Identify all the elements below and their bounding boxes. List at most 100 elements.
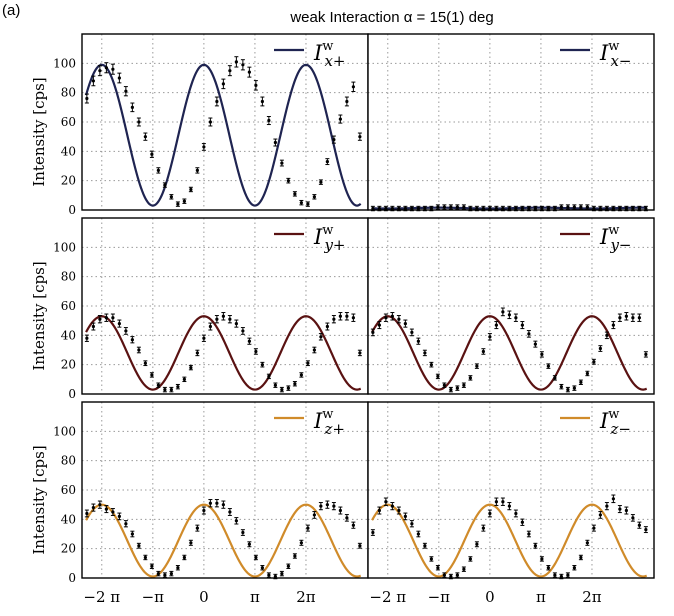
data-marker [267,374,271,378]
data-point [305,360,310,367]
data-point [351,521,356,529]
data-point [188,186,193,193]
data-point [461,204,466,210]
data-marker [624,508,628,513]
panel-6: −2 π −π 0 π 2π Iw z− [367,401,655,606]
fit-curve [371,315,648,391]
data-marker [416,532,420,536]
data-marker [332,504,336,508]
data-marker [247,542,251,546]
data-marker [228,317,232,321]
data-marker [163,573,167,577]
data-point [572,385,577,391]
data-marker [267,118,271,123]
data-point [377,321,382,330]
legend: Iw y+ [274,223,345,254]
legend-subscript: z− [609,420,630,438]
data-point [494,497,499,506]
data-marker [202,145,206,149]
data-point [611,321,616,330]
data-point [247,337,252,345]
data-point [604,502,609,511]
legend-symbol: I [313,41,323,65]
data-point [442,204,447,210]
data-point [539,556,544,562]
data-marker [377,508,381,513]
data-marker [221,82,225,86]
data-marker [338,117,342,121]
data-marker [241,530,245,535]
data-marker [338,314,342,318]
data-point [500,497,505,506]
data-marker [293,382,297,386]
data-point [546,363,551,369]
fit-curve [371,503,648,578]
data-point [546,565,551,571]
data-marker [221,314,225,318]
data-marker [150,564,154,568]
data-point [208,499,213,508]
fit-curve [85,63,362,207]
data-marker [553,376,557,380]
data-marker [202,336,206,340]
data-point [396,315,401,324]
legend-subscript: y+ [323,236,345,254]
data-point [84,509,89,518]
data-marker [598,513,602,517]
data-point [123,520,128,528]
data-marker [195,526,199,530]
data-marker [156,383,160,387]
data-marker [163,388,167,392]
data-marker [371,530,375,535]
data-marker [306,526,310,530]
y-tick-label: 60 [61,115,76,129]
data-point [123,86,128,97]
data-point [468,556,473,562]
data-marker [559,385,563,389]
data-marker [312,195,316,199]
data-marker [579,555,583,560]
y-tick-label: 40 [61,512,76,526]
data-point [253,554,258,561]
data-point [84,334,89,342]
data-marker [423,544,427,548]
data-point [578,204,583,210]
data-marker [429,557,433,561]
data-marker [455,205,459,209]
data-point [240,59,245,71]
data-point [149,563,154,569]
data-marker [182,555,186,560]
data-point [104,313,109,322]
data-point [383,313,388,322]
data-marker [286,179,290,183]
data-point [416,337,421,345]
data-points [84,312,362,393]
plot-area [368,218,654,394]
legend-label: Iw z− [599,407,631,438]
data-marker [208,324,212,329]
data-marker [91,79,95,83]
data-marker [488,335,492,339]
data-marker [598,346,602,351]
data-marker [637,316,641,320]
data-point [377,506,382,515]
data-point [455,572,460,578]
data-marker [260,99,264,104]
x-tick-label: −π [142,588,165,606]
data-marker [358,135,362,139]
data-marker [546,566,550,570]
y-tick-label: 20 [61,542,76,556]
data-marker [195,351,199,355]
data-marker [312,348,316,352]
data-marker [449,205,453,209]
data-point [162,386,167,393]
data-point [338,312,343,321]
legend-superscript: w [322,39,333,54]
data-marker [377,323,381,327]
data-marker [85,511,89,516]
data-point [149,150,154,158]
data-marker [156,168,160,172]
data-marker [579,380,583,384]
data-marker [280,572,284,576]
data-point [409,328,414,337]
